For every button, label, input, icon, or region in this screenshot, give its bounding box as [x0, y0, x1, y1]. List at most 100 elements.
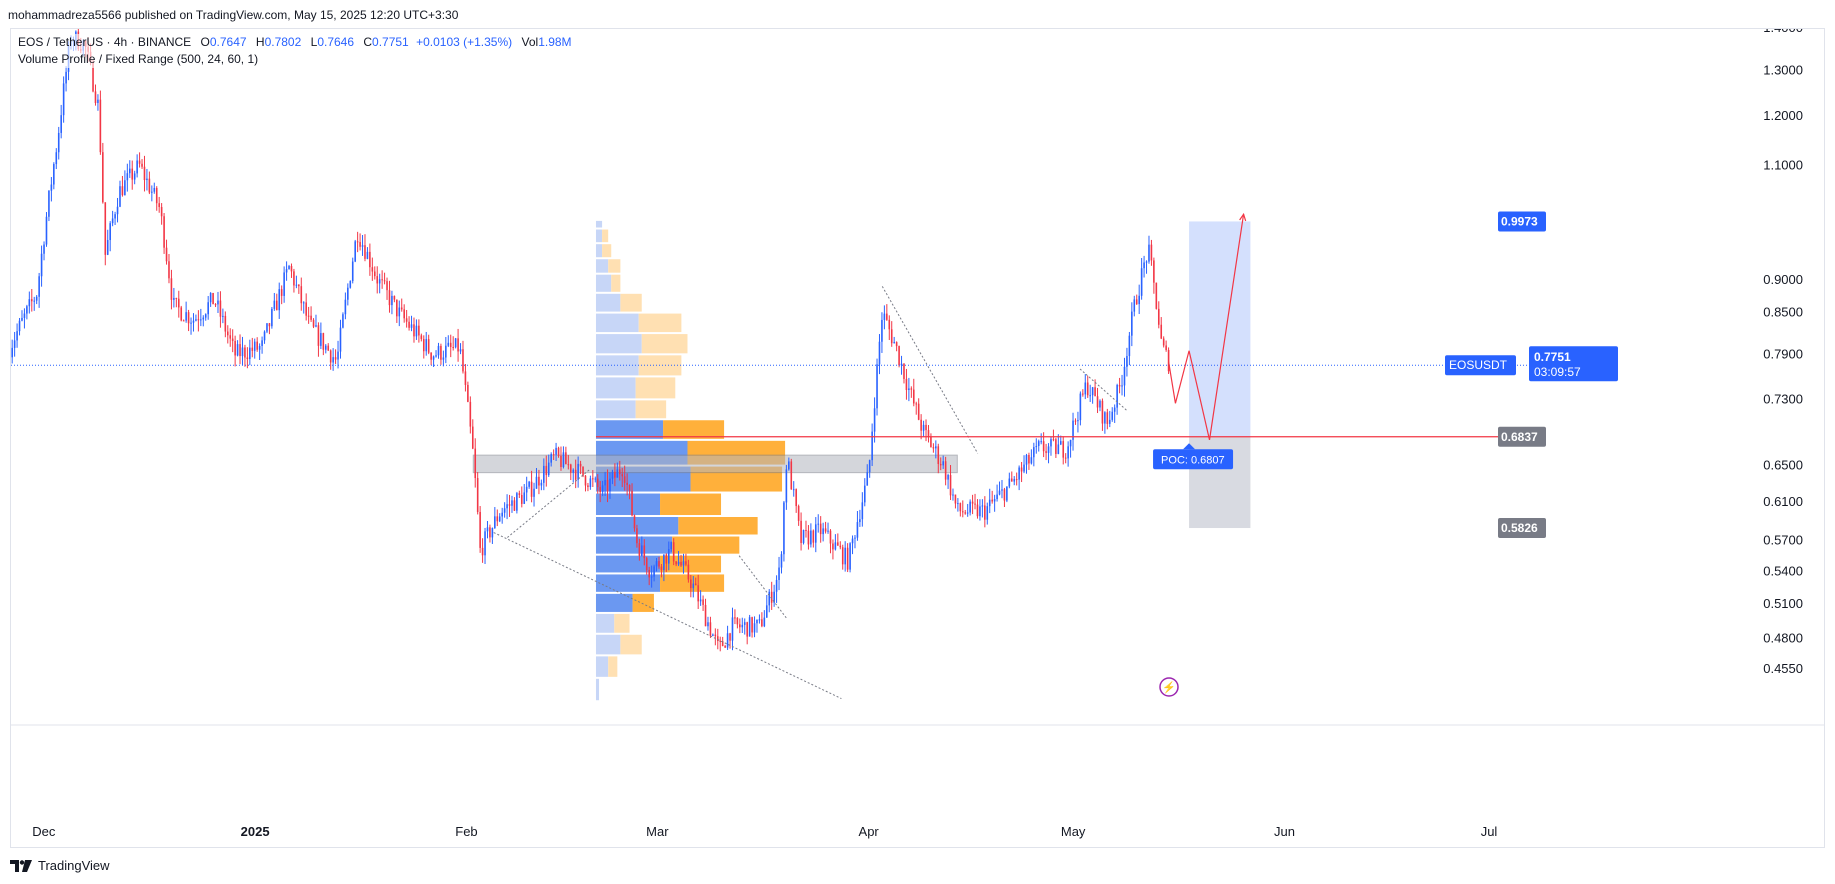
- trend-line: [738, 555, 788, 619]
- volume-profile-down-bar: [678, 517, 758, 535]
- candle-body: [244, 347, 246, 358]
- candle-body: [195, 319, 197, 321]
- candle-body: [910, 388, 913, 390]
- candle-body: [1123, 366, 1126, 386]
- candle-body: [758, 619, 761, 621]
- candle-body: [1015, 479, 1018, 481]
- candle-body: [939, 463, 942, 466]
- bar-countdown: 03:09:57: [1534, 365, 1581, 379]
- candle-body: [851, 538, 854, 544]
- poc-label-pointer: [1183, 443, 1196, 450]
- candle-body: [131, 168, 134, 180]
- volume-profile-up-bar: [595, 536, 673, 554]
- candle-body: [464, 371, 467, 385]
- volume-profile-down-bar: [635, 377, 676, 399]
- candle-body: [1155, 282, 1158, 309]
- candle-body: [927, 430, 930, 437]
- candle-body: [148, 178, 151, 193]
- candle-body: [518, 493, 521, 495]
- candle-body: [645, 558, 648, 570]
- candle-body: [937, 446, 940, 464]
- candle-body: [26, 306, 28, 314]
- candle-body: [469, 401, 472, 427]
- candle-body: [560, 455, 562, 467]
- candle-body: [714, 634, 717, 637]
- candle-body: [687, 564, 690, 580]
- candle-body: [895, 342, 898, 347]
- candle-body: [339, 327, 342, 352]
- candle-body: [21, 317, 23, 321]
- candle-body: [300, 286, 303, 304]
- candle-body: [151, 191, 153, 193]
- candle-body: [479, 511, 481, 548]
- volume-profile-up-bar: [595, 293, 621, 312]
- price-axis-tag-label: 0.6837: [1501, 430, 1538, 444]
- candle-body: [133, 173, 136, 180]
- footer-brand[interactable]: TradingView: [10, 858, 110, 873]
- candle-body: [449, 342, 452, 348]
- candle-body: [202, 317, 205, 320]
- indicator-label[interactable]: Volume Profile / Fixed Range (500, 24, 6…: [18, 52, 259, 66]
- candle-body: [452, 347, 454, 349]
- volume-profile-down-bar: [660, 555, 722, 573]
- candle-body: [589, 478, 592, 487]
- volume-profile-down-bar: [660, 574, 725, 592]
- candle-body: [822, 528, 824, 535]
- candle-body: [616, 469, 619, 478]
- candle-body: [278, 289, 281, 311]
- candle-body: [873, 408, 876, 432]
- candle-body: [422, 339, 425, 352]
- candle-body: [506, 504, 508, 509]
- candle-body: [383, 280, 386, 282]
- volume-profile-down-bar: [611, 274, 621, 292]
- volume-profile-up-bar: [595, 400, 636, 419]
- ohlc-line: EOS / TetherUS · 4h · BINANCE O0.7647 H0…: [18, 34, 572, 51]
- high-label: H: [255, 35, 265, 49]
- candle-body: [1133, 299, 1136, 312]
- candle-body: [1030, 457, 1033, 464]
- candle-body: [535, 476, 538, 489]
- candle-body: [1008, 478, 1011, 487]
- candle-body: [427, 339, 430, 353]
- candle-body: [682, 561, 685, 566]
- close-label: C: [363, 35, 373, 49]
- candle-body: [1150, 244, 1153, 261]
- candle-body: [246, 357, 249, 359]
- volume-label: Vol: [521, 35, 539, 49]
- candle-body: [30, 299, 33, 302]
- candle-body: [290, 266, 293, 272]
- candle-body: [709, 622, 712, 636]
- candle-body: [861, 502, 864, 520]
- candle-body: [1062, 441, 1065, 458]
- candle-body: [381, 279, 383, 281]
- candle-body: [496, 516, 499, 522]
- candle-body: [942, 461, 944, 466]
- candle-body: [525, 486, 528, 493]
- candle-body: [136, 160, 138, 174]
- candle-body: [800, 520, 802, 543]
- candle-body: [388, 290, 391, 306]
- candle-body: [966, 512, 969, 514]
- candle-body: [219, 300, 222, 317]
- candle-body: [844, 547, 846, 565]
- candle-body: [905, 378, 908, 390]
- candle-body: [1035, 445, 1038, 448]
- x-axis-tick-label: Mar: [646, 824, 669, 839]
- candle-body: [236, 344, 239, 356]
- candle-body: [993, 499, 996, 502]
- symbol-label[interactable]: EOS / TetherUS · 4h · BINANCE: [18, 35, 192, 49]
- events-lightning-icon[interactable]: [1159, 677, 1179, 697]
- candle-body: [155, 187, 158, 204]
- candle-body: [959, 503, 962, 512]
- candle-body: [305, 302, 307, 316]
- candle-body: [790, 461, 793, 490]
- candle-body: [92, 62, 94, 92]
- candle-body: [1094, 387, 1096, 397]
- candle-body: [312, 319, 315, 327]
- candle-body: [1116, 384, 1118, 408]
- candle-body: [516, 493, 518, 511]
- candle-body: [1059, 441, 1062, 445]
